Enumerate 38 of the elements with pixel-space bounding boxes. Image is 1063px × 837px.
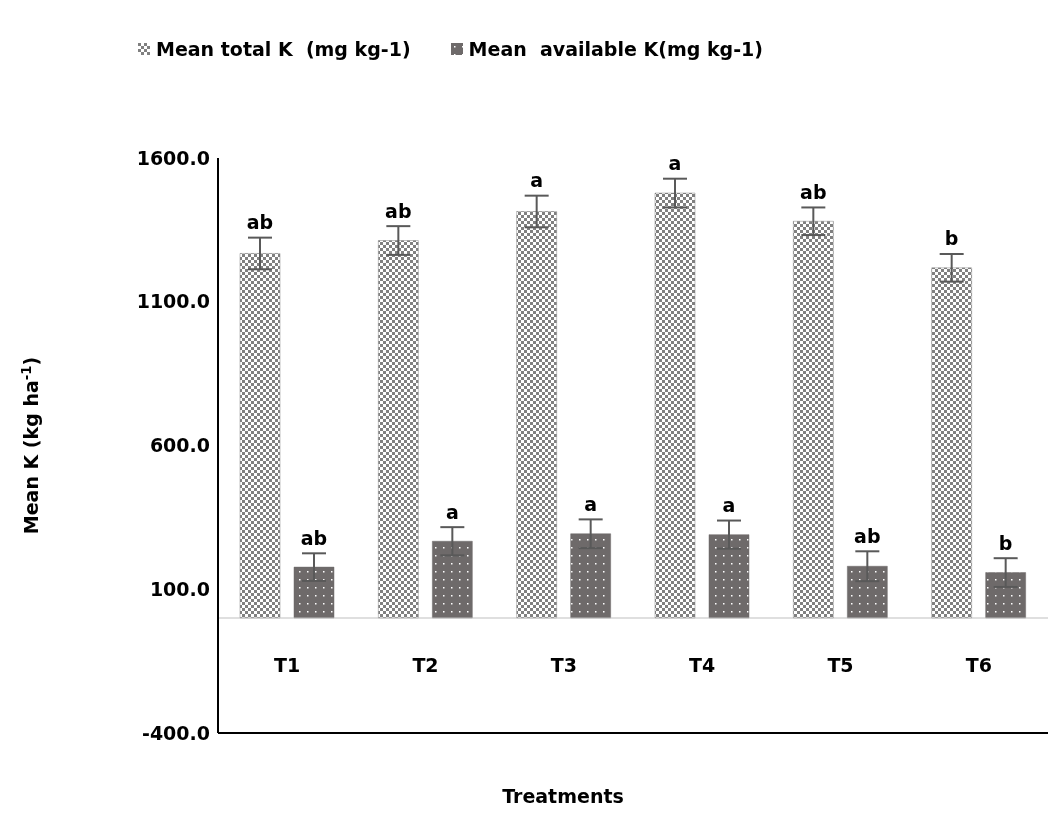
data-label: ab bbox=[246, 211, 274, 234]
data-label: a bbox=[584, 492, 598, 515]
x-tick-label: T3 bbox=[550, 653, 577, 676]
y-tick-label: 100.0 bbox=[149, 577, 210, 600]
x-tick-label: T6 bbox=[965, 653, 992, 676]
x-tick-label: T2 bbox=[412, 653, 439, 676]
bar bbox=[239, 253, 281, 619]
bar bbox=[793, 221, 834, 619]
y-tick-label: -400.0 bbox=[142, 721, 210, 744]
legend-label: Mean total K (mg kg-1) bbox=[156, 38, 411, 60]
x-tick-label: T4 bbox=[689, 653, 716, 676]
y-tick-label: 1100.0 bbox=[136, 290, 210, 313]
bar bbox=[516, 211, 557, 619]
bar bbox=[654, 192, 696, 619]
x-axis-title: Treatments bbox=[502, 785, 624, 807]
bar bbox=[293, 566, 335, 619]
bar bbox=[708, 534, 750, 619]
data-label: ab bbox=[300, 526, 328, 549]
y-tick-label: 600.0 bbox=[149, 434, 210, 457]
bar bbox=[570, 533, 611, 619]
y-tick-label: 1600.0 bbox=[136, 146, 210, 169]
data-label: ab bbox=[800, 180, 827, 203]
bar bbox=[378, 240, 419, 619]
legend-label: Mean available K(mg kg-1) bbox=[468, 38, 763, 60]
bar bbox=[985, 572, 1026, 619]
data-label: b bbox=[998, 531, 1013, 554]
data-label: a bbox=[668, 152, 682, 175]
x-tick-label: T5 bbox=[827, 653, 854, 676]
data-label: a bbox=[530, 169, 544, 192]
data-label: ab bbox=[385, 199, 412, 222]
data-label: a bbox=[722, 494, 736, 516]
data-label: a bbox=[445, 500, 459, 523]
x-tick-label: T1 bbox=[274, 653, 301, 676]
data-label: b bbox=[944, 227, 959, 250]
bar bbox=[432, 540, 473, 619]
data-label: ab bbox=[854, 524, 881, 547]
bar bbox=[931, 267, 972, 619]
bar bbox=[847, 566, 888, 619]
